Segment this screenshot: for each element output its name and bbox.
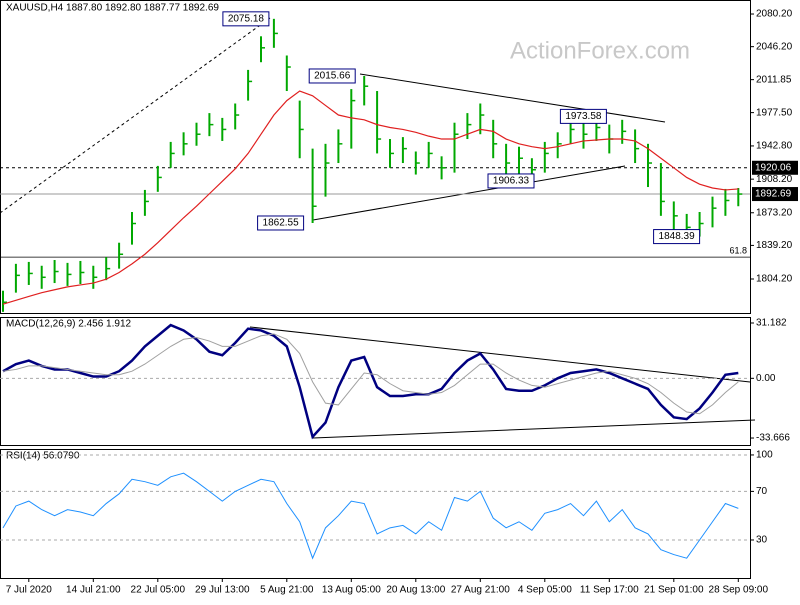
x-tick-label: 21 Sep 01:00 [644, 585, 704, 596]
y-tick-label: 2046.20 [756, 41, 793, 52]
y-tick-label: 1942.80 [756, 141, 793, 152]
trend-line [312, 165, 626, 221]
rsi-line [2, 472, 739, 560]
y-tick-label: 31.182 [756, 318, 787, 329]
panel-frame [0, 0, 751, 314]
annotation-label: 1848.39 [659, 231, 696, 242]
price-box [752, 187, 798, 202]
price-label: 1892.69 [755, 189, 792, 200]
trend-line [0, 17, 271, 214]
y-tick-label: 1804.20 [756, 274, 793, 285]
annotation-box [487, 173, 535, 189]
x-tick-label: 22 Jul 05:00 [131, 585, 186, 596]
y-tick-label: 100 [756, 450, 773, 461]
y-tick-label: 30 [756, 535, 768, 546]
x-tick-label: 29 Jul 13:00 [195, 585, 250, 596]
annotation-box [308, 68, 356, 84]
y-tick-label: 70 [756, 486, 768, 497]
y-tick-label: -33.666 [756, 433, 790, 444]
y-tick-label: 0.00 [756, 373, 776, 384]
signal-line [2, 333, 739, 415]
panel-frame [0, 449, 751, 579]
x-tick-label: 28 Sep 09:00 [709, 585, 769, 596]
x-tick-label: 27 Aug 21:00 [451, 585, 510, 596]
resistance-label: 1920.06 [755, 162, 792, 173]
x-tick-label: 14 Jul 21:00 [66, 585, 121, 596]
y-tick-label: 2011.85 [756, 74, 792, 85]
annotation-label: 2015.66 [314, 71, 351, 82]
trend-line [249, 326, 751, 383]
watermark: ActionForex.com [510, 37, 690, 64]
y-tick-label: 1908.20 [756, 174, 793, 185]
macd-title: MACD(12,26,9) 2.456 1.912 [6, 319, 132, 330]
resistance-box [752, 160, 798, 175]
x-tick-label: 5 Aug 21:00 [260, 585, 314, 596]
annotation-label: 2075.18 [228, 13, 265, 24]
annotation-label: 1973.58 [565, 111, 602, 122]
chart-title: XAUUSD,H4 1887.80 1892.80 1887.77 1892.6… [6, 3, 219, 14]
trend-line [312, 419, 756, 439]
x-tick-label: 13 Aug 05:00 [322, 585, 381, 596]
trend-line [359, 73, 666, 123]
x-tick-label: 11 Sep 17:00 [580, 585, 639, 596]
panel-frame [0, 317, 751, 446]
macd-line [2, 323, 739, 440]
rsi-title: RSI(14) 56.0790 [6, 451, 80, 462]
y-tick-label: 1839.20 [756, 240, 793, 251]
annotation-label: 1906.33 [493, 176, 530, 187]
annotation-box [257, 215, 305, 231]
annotation-box [559, 108, 607, 124]
annotation-box [222, 11, 270, 27]
x-tick-label: 4 Sep 05:00 [518, 585, 572, 596]
x-tick-label: 7 Jul 2020 [6, 585, 53, 596]
annotation-box [653, 229, 701, 245]
annotation-label: 1862.55 [263, 218, 300, 229]
y-tick-label: 1977.50 [756, 107, 793, 118]
fib-label: 61.8 [729, 245, 747, 255]
y-tick-label: 2080.20 [756, 9, 793, 20]
moving-average [2, 90, 739, 305]
x-tick-label: 20 Aug 13:00 [386, 585, 445, 596]
y-tick-label: 1873.20 [756, 207, 793, 218]
